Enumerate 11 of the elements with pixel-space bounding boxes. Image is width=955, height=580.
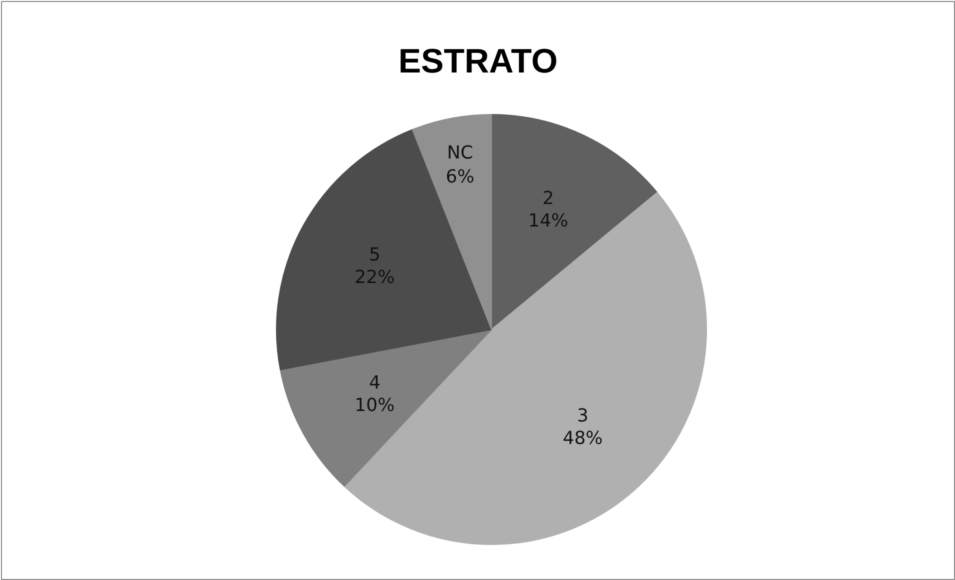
data-label: 6% bbox=[446, 166, 474, 188]
data-label: 14% bbox=[528, 210, 568, 232]
slice-label: NC bbox=[447, 142, 474, 164]
data-label: 22% bbox=[354, 266, 395, 288]
chart-title: ESTRATO bbox=[398, 42, 558, 80]
slice-label: 5 bbox=[368, 244, 380, 266]
slice-label: 3 bbox=[577, 406, 588, 427]
data-label: 48% bbox=[562, 428, 603, 450]
data-label: 10% bbox=[354, 395, 395, 416]
slice-label: 2 bbox=[542, 188, 554, 209]
slice-label: 4 bbox=[368, 372, 380, 394]
